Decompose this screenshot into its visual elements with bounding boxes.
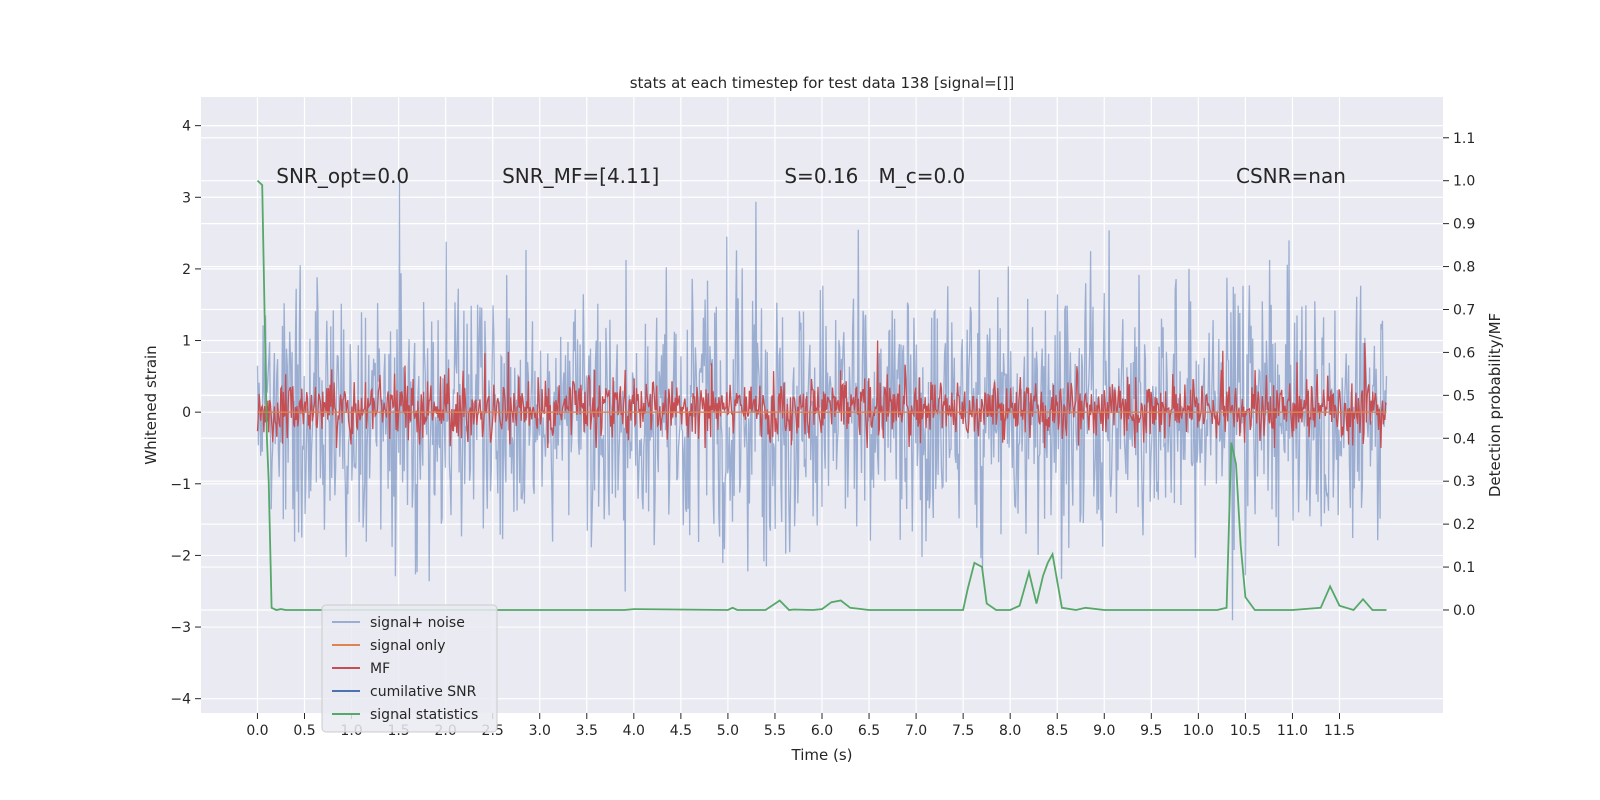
legend-box xyxy=(321,604,498,733)
y-right-tick-label: 0.4 xyxy=(1453,431,1475,447)
x-tick-label: 0.0 xyxy=(246,723,268,739)
y-right-axis-ticks: 0.0 0.1 0.2 0.3 0.4 0.5 0.6 0.7 0.8 0.9 1.0 1.1 xyxy=(1443,131,1475,619)
y-left-tick-label: 3 xyxy=(182,190,191,206)
annotation: M_c=0.0 xyxy=(878,164,965,188)
x-tick-label: 5.0 xyxy=(717,723,739,739)
y-right-tick-label: 0.8 xyxy=(1453,260,1475,276)
x-tick-label: 6.5 xyxy=(858,723,880,739)
y-right-tick-label: 1.0 xyxy=(1453,174,1475,190)
x-tick-label: 0.5 xyxy=(293,723,315,739)
y-right-axis-label: Detection probability/MF xyxy=(1486,313,1504,497)
y-left-tick-label: 4 xyxy=(182,119,191,135)
x-tick-label: 11.0 xyxy=(1277,723,1308,739)
y-right-tick-label: 1.1 xyxy=(1453,131,1475,147)
x-axis-ticks: 0.00.51.01.52.02.53.03.54.04.55.05.56.06… xyxy=(246,713,1355,739)
x-tick-label: 10.5 xyxy=(1230,723,1261,739)
y-right-tick-label: 0.6 xyxy=(1453,345,1475,361)
annotation: S=0.16 xyxy=(784,164,858,188)
x-tick-label: 9.0 xyxy=(1093,723,1115,739)
y-left-tick-label: 2 xyxy=(182,262,191,278)
x-tick-label: 10.0 xyxy=(1183,723,1214,739)
annotations: SNR_opt=0.0 SNR_MF=[4.11] S=0.16 M_c=0.0 CSN… xyxy=(276,164,1346,188)
legend-label: cumilative SNR xyxy=(370,684,477,700)
x-tick-label: 7.0 xyxy=(905,723,927,739)
y-right-tick-label: 0.2 xyxy=(1453,517,1475,533)
x-tick-label: 3.0 xyxy=(529,723,551,739)
legend-label: signal statistics xyxy=(370,707,478,723)
y-right-tick-label: 0.9 xyxy=(1453,217,1475,233)
y-right-tick-label: 0.7 xyxy=(1453,302,1475,318)
x-tick-label: 9.5 xyxy=(1140,723,1162,739)
annotation: SNR_opt=0.0 xyxy=(276,164,409,188)
series-mf-line xyxy=(256,340,1388,449)
y-right-tick-label: 0.3 xyxy=(1453,474,1475,490)
x-tick-label: 4.0 xyxy=(623,723,645,739)
legend-label: signal only xyxy=(370,638,445,654)
y-left-tick-label: −4 xyxy=(170,692,191,708)
x-tick-label: 11.5 xyxy=(1324,723,1355,739)
legend-label: MF xyxy=(370,661,390,677)
x-tick-label: 8.0 xyxy=(999,723,1021,739)
y-right-tick-label: 0.1 xyxy=(1453,560,1475,576)
y-right-tick-label: 0.0 xyxy=(1453,603,1475,619)
legend: signal+ noise signal only MF cumilative SNR… xyxy=(321,604,498,733)
x-tick-label: 8.5 xyxy=(1046,723,1068,739)
y-left-tick-label: −2 xyxy=(170,548,191,564)
x-tick-label: 5.5 xyxy=(764,723,786,739)
y-left-tick-label: 1 xyxy=(182,334,191,350)
y-right-tick-label: 0.5 xyxy=(1453,388,1475,404)
x-axis-label: Time (s) xyxy=(791,746,853,764)
y-left-tick-label: −1 xyxy=(170,477,191,493)
y-left-tick-label: 0 xyxy=(182,405,191,421)
chart-title: stats at each timestep for test data 138… xyxy=(630,74,1015,92)
x-tick-label: 7.5 xyxy=(952,723,974,739)
legend-label: signal+ noise xyxy=(370,615,465,631)
x-tick-label: 4.5 xyxy=(670,723,692,739)
y-left-axis-label: Whitened strain xyxy=(142,345,160,464)
annotation: SNR_MF=[4.11] xyxy=(502,164,659,188)
y-left-tick-label: −3 xyxy=(170,620,191,636)
x-tick-label: 3.5 xyxy=(576,723,598,739)
x-tick-label: 6.0 xyxy=(811,723,833,739)
annotation: CSNR=nan xyxy=(1236,164,1346,188)
y-left-axis-ticks: −4 −3 −2 −1 0 1 2 3 4 xyxy=(170,119,201,708)
